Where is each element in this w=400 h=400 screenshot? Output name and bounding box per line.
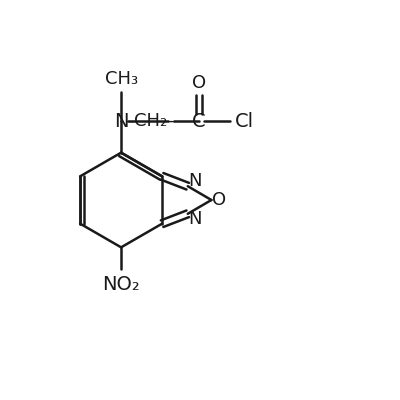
- Text: N: N: [114, 112, 128, 131]
- Text: NO₂: NO₂: [102, 274, 140, 294]
- Text: N: N: [188, 210, 202, 228]
- Text: Cl: Cl: [235, 112, 254, 131]
- Text: O: O: [212, 191, 226, 209]
- Text: C: C: [192, 112, 206, 131]
- Text: –CH₂–: –CH₂–: [126, 112, 177, 130]
- Text: O: O: [192, 74, 206, 92]
- Text: CH₃: CH₃: [104, 70, 138, 88]
- Text: N: N: [188, 172, 202, 190]
